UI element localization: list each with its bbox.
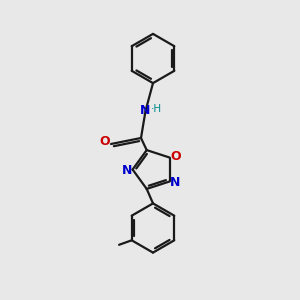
Text: O: O [170,149,181,163]
Text: N: N [122,164,132,178]
Text: N: N [140,104,151,118]
Text: ·H: ·H [151,104,163,115]
Text: N: N [170,176,181,190]
Text: O: O [99,135,110,148]
